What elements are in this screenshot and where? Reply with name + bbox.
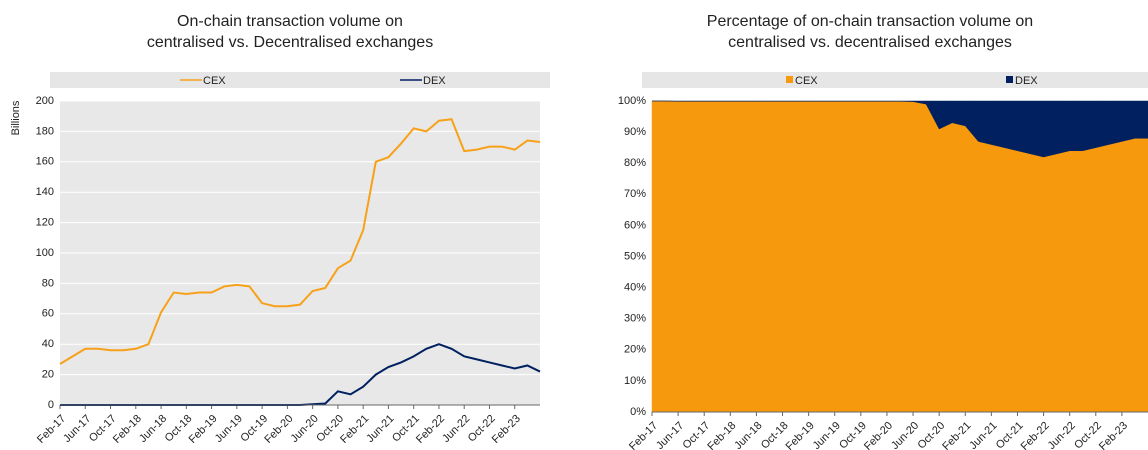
legend-label: CEX xyxy=(795,75,818,87)
y-tick-label: 90% xyxy=(624,126,646,138)
chart-title: centralised vs. decentralised exchanges xyxy=(728,34,1012,51)
y-tick-label: 70% xyxy=(624,188,646,200)
x-tick-label: Jun-20 xyxy=(889,420,921,450)
x-tick-label: Jun-21 xyxy=(967,420,999,450)
chart-title: On-chain transaction volume on xyxy=(177,13,403,30)
y-tick-label: 80 xyxy=(42,277,54,289)
x-tick-label: Jun-22 xyxy=(440,413,472,445)
y-tick-label: 0 xyxy=(48,399,54,411)
x-tick-label: Jun-19 xyxy=(811,420,843,450)
legend-swatch xyxy=(786,76,793,83)
legend-label: CEX xyxy=(203,75,226,87)
x-tick-label: Feb-19 xyxy=(187,413,220,446)
legend-label: DEX xyxy=(423,75,446,87)
x-tick-label: Feb-23 xyxy=(1097,420,1130,450)
x-tick-label: Jun-18 xyxy=(137,413,169,445)
x-tick-label: Feb-21 xyxy=(338,413,371,446)
y-tick-label: 80% xyxy=(624,157,646,169)
area-series xyxy=(652,100,1148,158)
x-tick-label: Jun-22 xyxy=(1046,420,1078,450)
chart-title: Percentage of on-chain transaction volum… xyxy=(707,13,1033,30)
chart-title: centralised vs. Decentralised exchanges xyxy=(147,34,433,51)
y-tick-label: 20 xyxy=(42,369,54,381)
y-tick-label: 10% xyxy=(624,375,646,387)
x-tick-label: Feb-20 xyxy=(262,413,295,446)
x-tick-label: Jun-21 xyxy=(364,413,396,445)
y-tick-label: 0% xyxy=(630,406,646,418)
x-tick-label: Jun-17 xyxy=(61,413,93,445)
legend-swatch xyxy=(1006,76,1013,83)
y-tick-label: 20% xyxy=(624,344,646,356)
x-tick-label: Feb-18 xyxy=(111,413,144,446)
x-tick-label: Jun-17 xyxy=(654,420,686,450)
y-tick-label: 160 xyxy=(36,156,54,168)
line-series xyxy=(59,118,541,365)
x-tick-label: Jun-18 xyxy=(732,420,764,450)
x-tick-label: Feb-22 xyxy=(414,413,447,446)
y-tick-label: 30% xyxy=(624,313,646,325)
y-axis-label: Billions xyxy=(10,100,22,135)
legend-label: DEX xyxy=(1015,75,1038,87)
y-tick-label: 120 xyxy=(36,217,54,229)
y-tick-label: 60% xyxy=(624,219,646,231)
y-tick-label: 140 xyxy=(36,186,54,198)
x-tick-label: Jun-20 xyxy=(289,413,321,445)
y-tick-label: 100% xyxy=(618,95,646,107)
y-tick-label: 60 xyxy=(42,308,54,320)
x-tick-label: Jun-19 xyxy=(213,413,245,445)
y-tick-label: 40 xyxy=(42,338,54,350)
x-tick-label: Feb-17 xyxy=(35,413,68,446)
y-tick-label: 200 xyxy=(36,95,54,107)
legend-band xyxy=(50,72,550,88)
y-tick-label: 180 xyxy=(36,125,54,137)
y-tick-label: 40% xyxy=(624,282,646,294)
x-tick-label: Feb-23 xyxy=(490,413,523,446)
y-tick-label: 100 xyxy=(36,247,54,259)
y-tick-label: 50% xyxy=(624,250,646,262)
legend-band xyxy=(642,72,1148,88)
